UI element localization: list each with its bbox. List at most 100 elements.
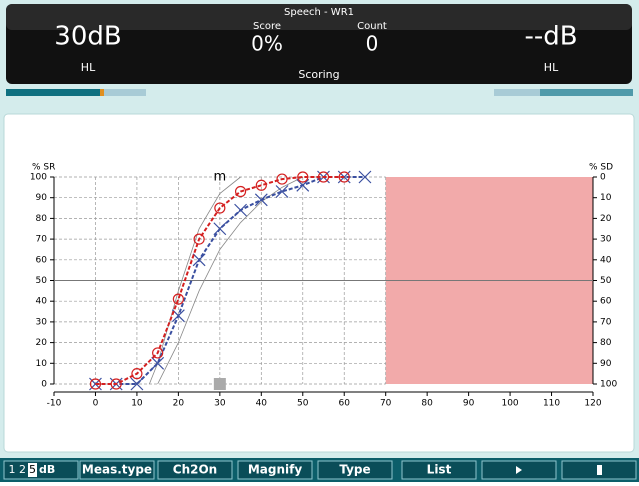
series-line — [95, 176, 365, 385]
y2-tick-label: 0 — [600, 173, 606, 183]
x-tick-label: 80 — [421, 399, 433, 409]
mode: Scoring — [298, 68, 339, 81]
button-label[interactable]: Meas.type — [82, 463, 152, 477]
count-label: Count — [357, 21, 387, 32]
buttons: 1 2 5 dB Meas.type Ch2On Magnify Type List — [3, 460, 637, 480]
data-point — [254, 193, 268, 207]
y-tick-label: 40 — [36, 297, 48, 307]
data-point — [358, 170, 372, 184]
y2-tick-label: 70 — [600, 317, 612, 327]
x-tick-label: 90 — [463, 399, 475, 409]
left-unit: HL — [81, 61, 96, 74]
x-tick-label: -10 — [47, 399, 62, 409]
stimulus-marker — [213, 378, 226, 390]
x-tick-label: 50 — [297, 399, 309, 409]
y-tick-label: 70 — [36, 235, 48, 245]
data-point — [297, 171, 309, 183]
y-tick-label: 100 — [30, 173, 47, 183]
play-icon[interactable] — [516, 466, 522, 474]
series-line — [157, 176, 303, 385]
y-tick-label: 30 — [36, 317, 48, 327]
data-point — [110, 378, 122, 390]
left-level: 30dB — [54, 22, 121, 52]
x-tick-label: 100 — [501, 399, 518, 409]
x-tick-label: 10 — [131, 399, 143, 409]
y2-tick-label: 40 — [600, 255, 612, 265]
header-gloss — [6, 4, 632, 30]
x-tick-label: 60 — [339, 399, 351, 409]
step-unit: dB — [39, 463, 55, 476]
x-tick-label: 120 — [584, 399, 601, 409]
series-line — [95, 176, 345, 385]
y2-tick-label: 30 — [600, 235, 612, 245]
button[interactable] — [237, 460, 313, 480]
button[interactable] — [3, 460, 79, 480]
data-point — [255, 179, 267, 191]
left-bar-marker — [100, 89, 104, 96]
right-bar-fill — [540, 89, 633, 96]
data-point — [338, 171, 350, 183]
data-point — [296, 178, 310, 192]
x-tick-label: 20 — [173, 399, 185, 409]
y-tick-label: 20 — [36, 338, 48, 348]
y-tick-label: 50 — [36, 276, 48, 286]
button[interactable] — [401, 460, 477, 480]
step-selected: 5 — [29, 463, 36, 476]
y-tick-label: 80 — [36, 214, 48, 224]
data-point — [276, 173, 288, 185]
y2-tick-label: 100 — [600, 380, 617, 390]
button[interactable] — [79, 460, 155, 480]
data-point — [130, 377, 144, 391]
button-label[interactable]: Magnify — [248, 463, 303, 477]
score: 0% — [251, 32, 283, 56]
y-tick-label: 0 — [41, 380, 47, 390]
data-point — [337, 170, 351, 184]
annotation: m — [214, 170, 227, 185]
button-label[interactable]: List — [427, 463, 452, 477]
button-label[interactable]: Ch2On — [173, 463, 217, 477]
x-tick-label: 0 — [93, 399, 99, 409]
step-highlight — [28, 463, 37, 477]
data-point — [131, 368, 143, 380]
y-tick-label: 90 — [36, 193, 48, 203]
y2-axis-label: % SD — [589, 163, 613, 173]
y2-tick-label: 90 — [600, 359, 612, 369]
data-point — [275, 185, 289, 198]
score-label: Score — [253, 21, 281, 32]
right-unit: HL — [544, 61, 559, 74]
y-tick-label: 10 — [36, 359, 48, 369]
data-point — [89, 378, 102, 390]
x-tick-label: 70 — [380, 399, 392, 409]
y-axis-label: % SR — [32, 163, 55, 173]
step-digits: 1 2 — [9, 463, 27, 476]
right-level: --dB — [524, 22, 577, 52]
y2-tick-label: 80 — [600, 338, 612, 348]
button[interactable] — [317, 460, 393, 480]
button[interactable] — [157, 460, 233, 480]
y2-tick-label: 10 — [600, 193, 612, 203]
y2-tick-label: 60 — [600, 297, 612, 307]
button-label[interactable]: Type — [339, 463, 370, 477]
count: 0 — [366, 32, 379, 56]
title: Speech - WR1 — [284, 7, 354, 18]
data-point — [192, 253, 206, 267]
y2-tick-label: 20 — [600, 214, 612, 224]
left-bar-fill — [6, 89, 101, 96]
x-tick-label: 40 — [256, 399, 268, 409]
y-tick-label: 60 — [36, 255, 48, 265]
data-point — [234, 203, 248, 217]
data-point — [193, 233, 205, 245]
data-point — [152, 347, 164, 359]
x-tick-label: 110 — [543, 399, 560, 409]
series-line — [148, 176, 241, 385]
data-point — [234, 185, 247, 198]
x-tick-label: 30 — [214, 399, 226, 409]
data-point — [214, 202, 226, 214]
y2-tick-label: 50 — [600, 276, 612, 286]
data-point — [213, 222, 227, 236]
data-point — [172, 293, 184, 305]
stop-icon[interactable] — [597, 465, 602, 475]
